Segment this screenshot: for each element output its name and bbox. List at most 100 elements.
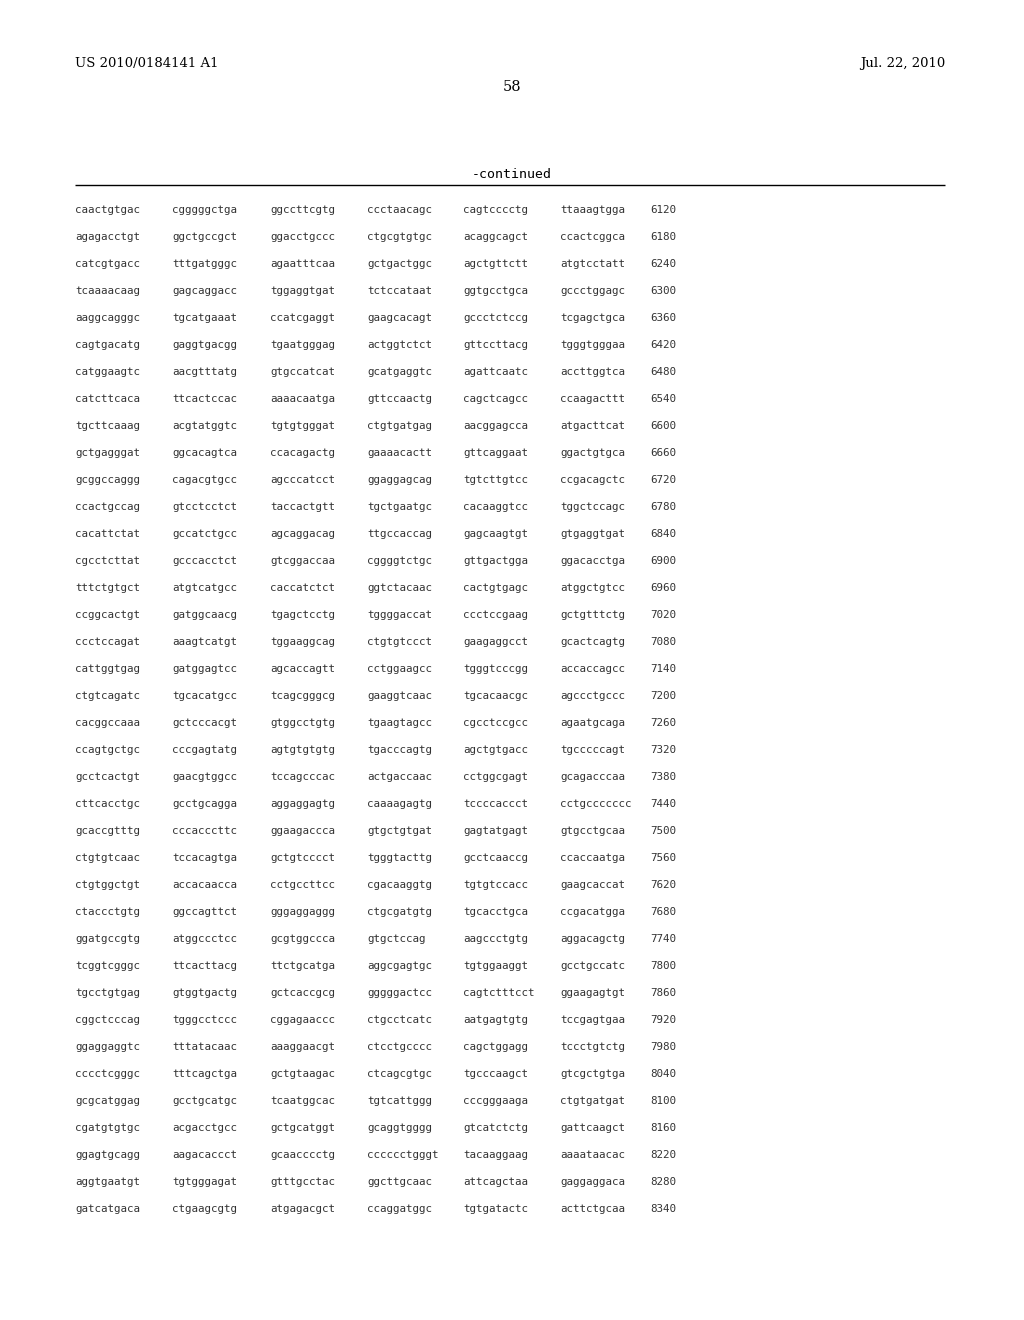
Text: gtttgcctac: gtttgcctac bbox=[270, 1177, 335, 1187]
Text: gctgcatggt: gctgcatggt bbox=[270, 1123, 335, 1133]
Text: tttatacaac: tttatacaac bbox=[172, 1041, 237, 1052]
Text: ctgtgatgag: ctgtgatgag bbox=[367, 421, 432, 432]
Text: gctgtttctg: gctgtttctg bbox=[560, 610, 625, 620]
Text: 6540: 6540 bbox=[650, 393, 676, 404]
Text: cagtgacatg: cagtgacatg bbox=[75, 341, 140, 350]
Text: gggaggaggg: gggaggaggg bbox=[270, 907, 335, 917]
Text: gcctgcatgc: gcctgcatgc bbox=[172, 1096, 237, 1106]
Text: ctgtgtcaac: ctgtgtcaac bbox=[75, 853, 140, 863]
Text: 7620: 7620 bbox=[650, 880, 676, 890]
Text: ggacacctga: ggacacctga bbox=[560, 556, 625, 566]
Text: gttcaggaat: gttcaggaat bbox=[463, 447, 528, 458]
Text: 6240: 6240 bbox=[650, 259, 676, 269]
Text: gcctcaaccg: gcctcaaccg bbox=[463, 853, 528, 863]
Text: accacaacca: accacaacca bbox=[172, 880, 237, 890]
Text: atggctgtcc: atggctgtcc bbox=[560, 583, 625, 593]
Text: 7320: 7320 bbox=[650, 744, 676, 755]
Text: ggatgccgtg: ggatgccgtg bbox=[75, 935, 140, 944]
Text: tccctgtctg: tccctgtctg bbox=[560, 1041, 625, 1052]
Text: gagcaggacc: gagcaggacc bbox=[172, 286, 237, 296]
Text: 6180: 6180 bbox=[650, 232, 676, 242]
Text: cacattctat: cacattctat bbox=[75, 529, 140, 539]
Text: cctgccccccc: cctgccccccc bbox=[560, 799, 632, 809]
Text: 8100: 8100 bbox=[650, 1096, 676, 1106]
Text: tacaaggaag: tacaaggaag bbox=[463, 1150, 528, 1160]
Text: aagacaccct: aagacaccct bbox=[172, 1150, 237, 1160]
Text: ggtctacaac: ggtctacaac bbox=[367, 583, 432, 593]
Text: cagacgtgcc: cagacgtgcc bbox=[172, 475, 237, 484]
Text: aacgtttatg: aacgtttatg bbox=[172, 367, 237, 378]
Text: tgtgatactc: tgtgatactc bbox=[463, 1204, 528, 1214]
Text: acgtatggtc: acgtatggtc bbox=[172, 421, 237, 432]
Text: tggaggtgat: tggaggtgat bbox=[270, 286, 335, 296]
Text: cgacaaggtg: cgacaaggtg bbox=[367, 880, 432, 890]
Text: ccactcggca: ccactcggca bbox=[560, 232, 625, 242]
Text: attcagctaa: attcagctaa bbox=[463, 1177, 528, 1187]
Text: ttcacttacg: ttcacttacg bbox=[172, 961, 237, 972]
Text: aaagtcatgt: aaagtcatgt bbox=[172, 638, 237, 647]
Text: gccctggagc: gccctggagc bbox=[560, 286, 625, 296]
Text: cactgtgagc: cactgtgagc bbox=[463, 583, 528, 593]
Text: actgaccaac: actgaccaac bbox=[367, 772, 432, 781]
Text: ctaccctgtg: ctaccctgtg bbox=[75, 907, 140, 917]
Text: ctgaagcgtg: ctgaagcgtg bbox=[172, 1204, 237, 1214]
Text: gttccttacg: gttccttacg bbox=[463, 341, 528, 350]
Text: ctgcgtgtgc: ctgcgtgtgc bbox=[367, 232, 432, 242]
Text: tctccataat: tctccataat bbox=[367, 286, 432, 296]
Text: 7080: 7080 bbox=[650, 638, 676, 647]
Text: taccactgtt: taccactgtt bbox=[270, 502, 335, 512]
Text: ttcactccac: ttcactccac bbox=[172, 393, 237, 404]
Text: gctgtaagac: gctgtaagac bbox=[270, 1069, 335, 1078]
Text: tgtcttgtcc: tgtcttgtcc bbox=[463, 475, 528, 484]
Text: accaccagcc: accaccagcc bbox=[560, 664, 625, 675]
Text: tgagctcctg: tgagctcctg bbox=[270, 610, 335, 620]
Text: tgtgtgggat: tgtgtgggat bbox=[270, 421, 335, 432]
Text: tgcccaagct: tgcccaagct bbox=[463, 1069, 528, 1078]
Text: gcctcactgt: gcctcactgt bbox=[75, 772, 140, 781]
Text: cgcctccgcc: cgcctccgcc bbox=[463, 718, 528, 729]
Text: ctgtgatgat: ctgtgatgat bbox=[560, 1096, 625, 1106]
Text: aggaggagtg: aggaggagtg bbox=[270, 799, 335, 809]
Text: atgtcatgcc: atgtcatgcc bbox=[172, 583, 237, 593]
Text: 6780: 6780 bbox=[650, 502, 676, 512]
Text: gaagaggcct: gaagaggcct bbox=[463, 638, 528, 647]
Text: 6960: 6960 bbox=[650, 583, 676, 593]
Text: aacggagcca: aacggagcca bbox=[463, 421, 528, 432]
Text: gctgtcccct: gctgtcccct bbox=[270, 853, 335, 863]
Text: ggactgtgca: ggactgtgca bbox=[560, 447, 625, 458]
Text: agattcaatc: agattcaatc bbox=[463, 367, 528, 378]
Text: aagccctgtg: aagccctgtg bbox=[463, 935, 528, 944]
Text: tttctgtgct: tttctgtgct bbox=[75, 583, 140, 593]
Text: tgggtcccgg: tgggtcccgg bbox=[463, 664, 528, 675]
Text: gggggactcc: gggggactcc bbox=[367, 987, 432, 998]
Text: gatcatgaca: gatcatgaca bbox=[75, 1204, 140, 1214]
Text: gtgctccag: gtgctccag bbox=[367, 935, 426, 944]
Text: gtggcctgtg: gtggcctgtg bbox=[270, 718, 335, 729]
Text: 7740: 7740 bbox=[650, 935, 676, 944]
Text: agcccatcct: agcccatcct bbox=[270, 475, 335, 484]
Text: 58: 58 bbox=[503, 81, 521, 94]
Text: gaaggtcaac: gaaggtcaac bbox=[367, 690, 432, 701]
Text: gccctctccg: gccctctccg bbox=[463, 313, 528, 323]
Text: 7020: 7020 bbox=[650, 610, 676, 620]
Text: cacaaggtcc: cacaaggtcc bbox=[463, 502, 528, 512]
Text: gtgaggtgat: gtgaggtgat bbox=[560, 529, 625, 539]
Text: tggaaggcag: tggaaggcag bbox=[270, 638, 335, 647]
Text: 7860: 7860 bbox=[650, 987, 676, 998]
Text: gcctgcagga: gcctgcagga bbox=[172, 799, 237, 809]
Text: 8280: 8280 bbox=[650, 1177, 676, 1187]
Text: ttaaagtgga: ttaaagtgga bbox=[560, 205, 625, 215]
Text: ctgtgtccct: ctgtgtccct bbox=[367, 638, 432, 647]
Text: gtcctcctct: gtcctcctct bbox=[172, 502, 237, 512]
Text: cctggaagcc: cctggaagcc bbox=[367, 664, 432, 675]
Text: gctgagggat: gctgagggat bbox=[75, 447, 140, 458]
Text: 6840: 6840 bbox=[650, 529, 676, 539]
Text: tccgagtgaa: tccgagtgaa bbox=[560, 1015, 625, 1026]
Text: ccaggatggc: ccaggatggc bbox=[367, 1204, 432, 1214]
Text: gcaggtgggg: gcaggtgggg bbox=[367, 1123, 432, 1133]
Text: catcgtgacc: catcgtgacc bbox=[75, 259, 140, 269]
Text: tgggcctccc: tgggcctccc bbox=[172, 1015, 237, 1026]
Text: gaggaggaca: gaggaggaca bbox=[560, 1177, 625, 1187]
Text: acaggcagct: acaggcagct bbox=[463, 232, 528, 242]
Text: gcggccaggg: gcggccaggg bbox=[75, 475, 140, 484]
